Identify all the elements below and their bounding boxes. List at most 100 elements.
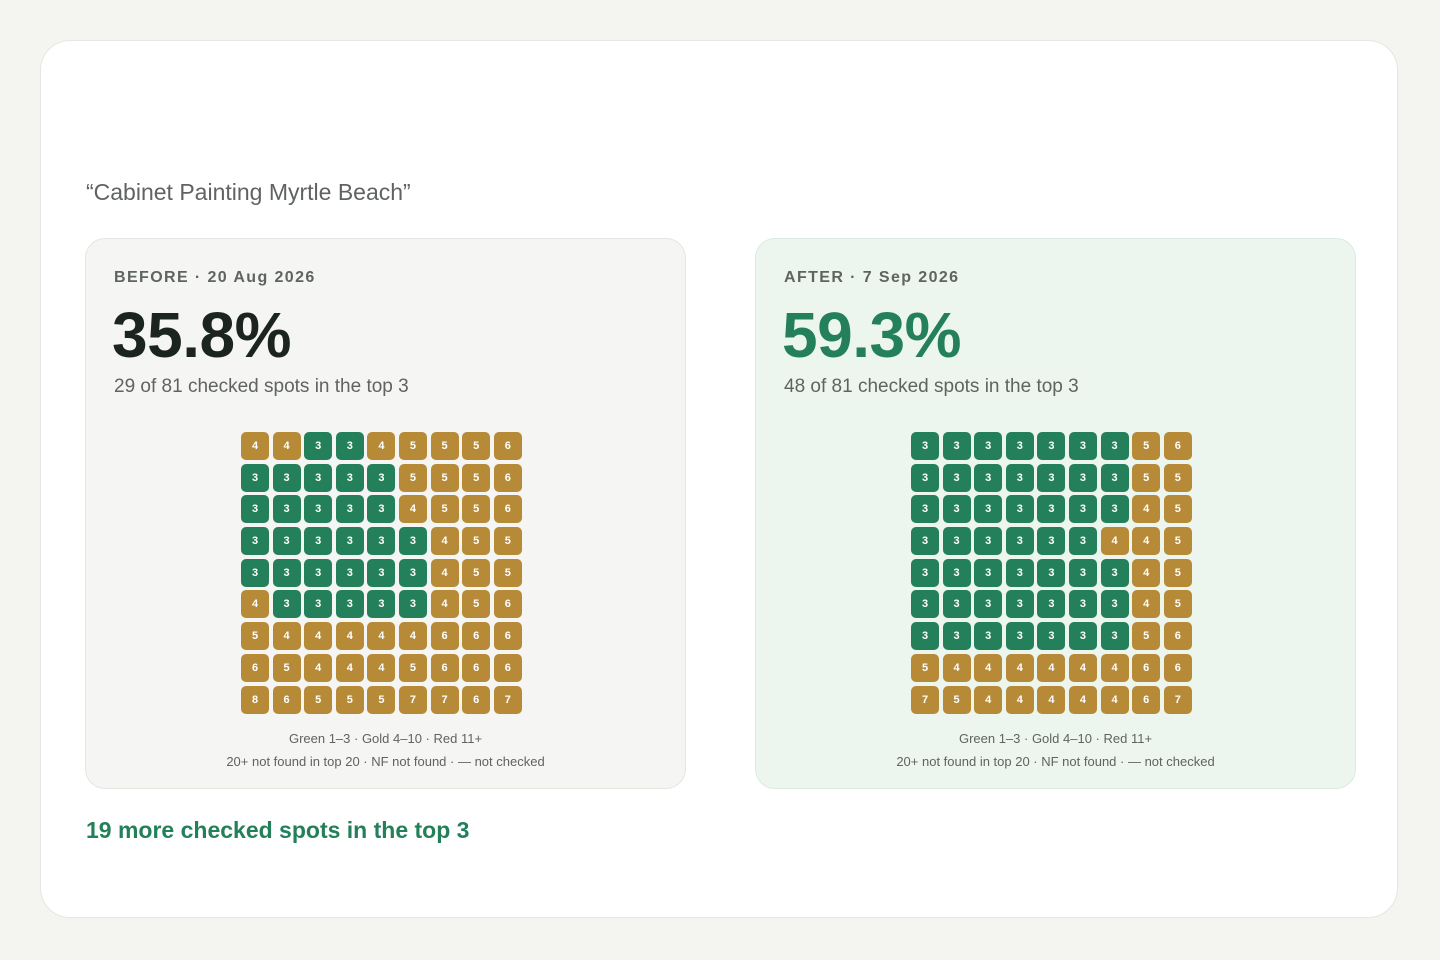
rank-cell: 4 xyxy=(335,653,364,682)
before-panel: BEFORE · 20 Aug 2026 35.8% 29 of 81 chec… xyxy=(85,238,686,789)
rank-cell: 4 xyxy=(430,558,459,587)
rank-cell: 4 xyxy=(367,622,396,651)
rank-cell: 3 xyxy=(1100,463,1129,492)
rank-cell: 3 xyxy=(942,590,971,619)
rank-cell: 3 xyxy=(272,495,301,524)
rank-cell: 4 xyxy=(430,527,459,556)
rank-cell: 3 xyxy=(241,463,269,492)
rank-cell: 4 xyxy=(367,653,396,682)
rank-cell: 4 xyxy=(1100,527,1129,556)
after-legend-notes: 20+ not found in top 20 · NF not found ·… xyxy=(896,754,1215,769)
rank-cell: 5 xyxy=(942,685,971,714)
rank-cell: 4 xyxy=(1132,590,1161,619)
rank-cell: 4 xyxy=(1100,685,1129,714)
rank-cell: 4 xyxy=(272,622,301,651)
rank-cell: 3 xyxy=(304,558,333,587)
rank-cell: 3 xyxy=(367,495,396,524)
rank-cell: 4 xyxy=(304,653,333,682)
keyword-title: “Cabinet Painting Myrtle Beach” xyxy=(86,179,411,205)
rank-cell: 5 xyxy=(1163,463,1192,492)
rank-cell: 5 xyxy=(1163,527,1192,556)
rank-cell: 5 xyxy=(398,432,427,460)
rank-cell: 6 xyxy=(493,432,522,460)
rank-cell: 5 xyxy=(462,432,491,460)
rank-cell: 3 xyxy=(398,558,427,587)
rank-cell: 3 xyxy=(367,590,396,619)
rank-cell: 7 xyxy=(911,685,939,714)
rank-cell: 3 xyxy=(398,590,427,619)
rank-cell: 3 xyxy=(1037,527,1066,556)
rank-cell: 5 xyxy=(1132,463,1161,492)
before-legend-notes: 20+ not found in top 20 · NF not found ·… xyxy=(226,754,545,769)
rank-cell: 5 xyxy=(493,527,522,556)
rank-cell: 4 xyxy=(430,590,459,619)
rank-cell: 6 xyxy=(1163,653,1192,682)
rank-cell: 5 xyxy=(430,463,459,492)
rank-cell: 5 xyxy=(272,653,301,682)
improvement-summary: 19 more checked spots in the top 3 xyxy=(86,817,470,843)
rank-cell: 5 xyxy=(462,590,491,619)
rank-cell: 5 xyxy=(367,685,396,714)
before-subtext: 29 of 81 checked spots in the top 3 xyxy=(114,376,409,397)
rank-cell: 6 xyxy=(430,622,459,651)
rank-cell: 4 xyxy=(1132,495,1161,524)
rank-cell: 7 xyxy=(398,685,427,714)
before-label: BEFORE · 20 Aug 2026 xyxy=(114,269,316,286)
rank-cell: 5 xyxy=(1163,590,1192,619)
rank-cell: 5 xyxy=(462,495,491,524)
rank-cell: 3 xyxy=(1068,622,1097,651)
rank-cell: 3 xyxy=(367,558,396,587)
rank-cell: 8 xyxy=(241,685,269,714)
rank-cell: 5 xyxy=(1132,432,1161,460)
rank-cell: 3 xyxy=(1100,558,1129,587)
rank-cell: 3 xyxy=(911,495,939,524)
rank-cell: 3 xyxy=(974,590,1003,619)
rank-cell: 4 xyxy=(335,622,364,651)
rank-cell: 3 xyxy=(911,590,939,619)
rank-cell: 5 xyxy=(430,495,459,524)
rank-cell: 6 xyxy=(1132,685,1161,714)
rank-cell: 4 xyxy=(241,432,269,460)
rank-cell: 3 xyxy=(942,527,971,556)
rank-cell: 4 xyxy=(1132,558,1161,587)
rank-cell: 3 xyxy=(974,495,1003,524)
rank-cell: 3 xyxy=(1037,463,1066,492)
rank-cell: 3 xyxy=(1068,558,1097,587)
rank-cell: 3 xyxy=(241,495,269,524)
rank-cell: 5 xyxy=(1132,622,1161,651)
rank-cell: 5 xyxy=(1163,558,1192,587)
rank-cell: 6 xyxy=(493,653,522,682)
rank-cell: 6 xyxy=(241,653,269,682)
rank-cell: 5 xyxy=(398,653,427,682)
rank-cell: 5 xyxy=(462,558,491,587)
rank-cell: 4 xyxy=(1037,685,1066,714)
rank-cell: 4 xyxy=(241,590,269,619)
rank-cell: 3 xyxy=(1100,432,1129,460)
rank-cell: 6 xyxy=(1163,622,1192,651)
rank-cell: 4 xyxy=(1037,653,1066,682)
rank-cell: 3 xyxy=(335,558,364,587)
rank-cell: 3 xyxy=(304,527,333,556)
rank-cell: 6 xyxy=(462,622,491,651)
rank-cell: 3 xyxy=(1068,463,1097,492)
before-percent: 35.8% xyxy=(112,299,291,371)
rank-cell: 3 xyxy=(1005,495,1034,524)
rank-cell: 3 xyxy=(1005,527,1034,556)
rank-cell: 4 xyxy=(974,653,1003,682)
rank-cell: 4 xyxy=(1005,653,1034,682)
rank-cell: 3 xyxy=(335,590,364,619)
rank-cell: 4 xyxy=(1005,685,1034,714)
rank-cell: 5 xyxy=(335,685,364,714)
rank-cell: 3 xyxy=(1068,495,1097,524)
rank-cell: 3 xyxy=(911,622,939,651)
rank-cell: 3 xyxy=(335,527,364,556)
rank-cell: 4 xyxy=(1068,653,1097,682)
rank-cell: 3 xyxy=(241,527,269,556)
rank-cell: 3 xyxy=(1068,590,1097,619)
rank-cell: 5 xyxy=(462,463,491,492)
after-legend-colors: Green 1–3 · Gold 4–10 · Red 11+ xyxy=(958,731,1153,746)
rank-cell: 5 xyxy=(430,432,459,460)
rank-cell: 3 xyxy=(911,463,939,492)
rank-cell: 3 xyxy=(1037,590,1066,619)
rank-cell: 3 xyxy=(942,432,971,460)
